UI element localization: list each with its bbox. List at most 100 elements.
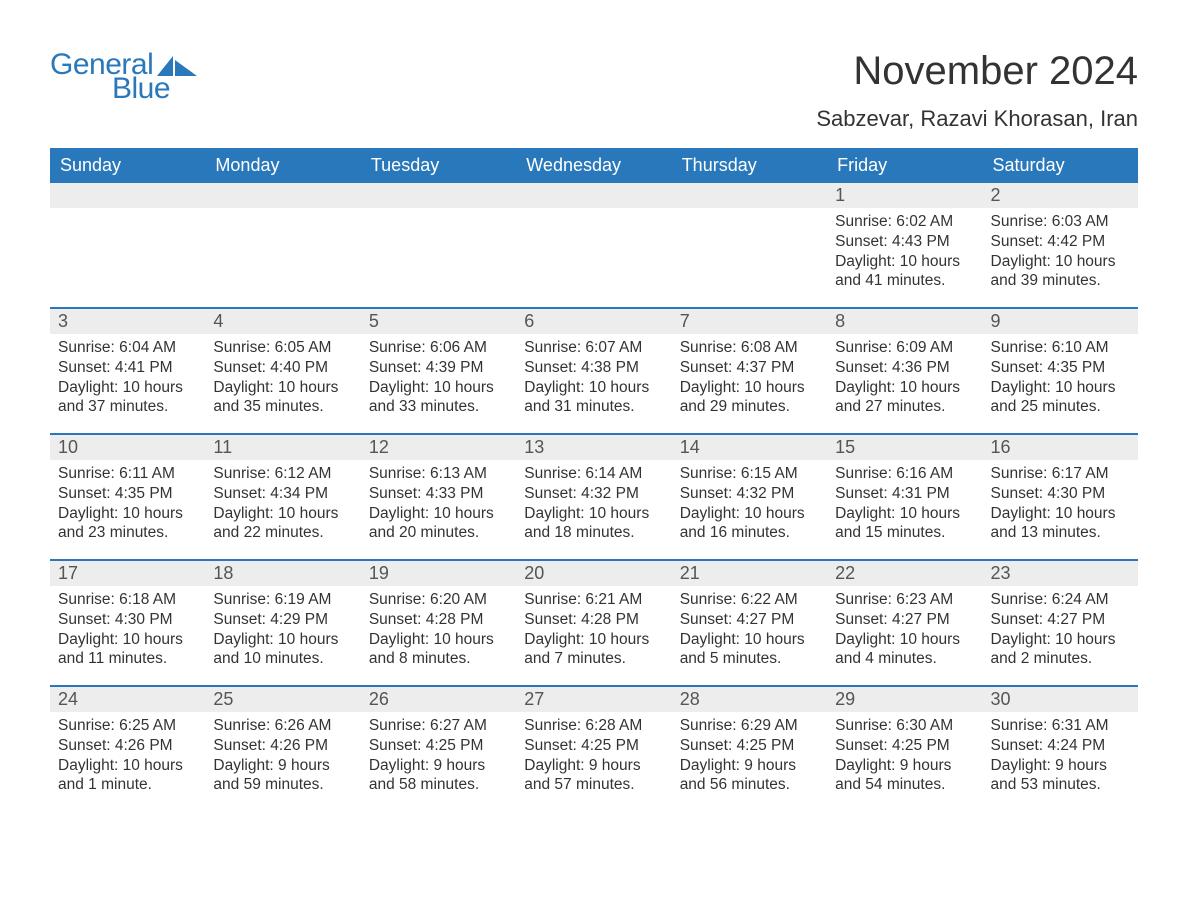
sunrise-text: Sunrise: 6:11 AM	[58, 464, 197, 484]
day-body: Sunrise: 6:14 AMSunset: 4:32 PMDaylight:…	[516, 460, 671, 549]
sunset-text: Sunset: 4:38 PM	[524, 358, 663, 378]
daylight2-text: and 11 minutes.	[58, 649, 197, 669]
calendar-day: 22Sunrise: 6:23 AMSunset: 4:27 PMDayligh…	[827, 561, 982, 685]
day-number: 21	[680, 563, 700, 583]
sunrise-text: Sunrise: 6:10 AM	[991, 338, 1130, 358]
calendar-header-row: Sunday Monday Tuesday Wednesday Thursday…	[50, 148, 1138, 183]
daylight2-text: and 58 minutes.	[369, 775, 508, 795]
sunrise-text: Sunrise: 6:21 AM	[524, 590, 663, 610]
daylight2-text: and 56 minutes.	[680, 775, 819, 795]
day-body: Sunrise: 6:16 AMSunset: 4:31 PMDaylight:…	[827, 460, 982, 549]
day-number-row: .	[672, 183, 827, 208]
day-number: 9	[991, 311, 1001, 331]
sunset-text: Sunset: 4:43 PM	[835, 232, 974, 252]
sunrise-text: Sunrise: 6:23 AM	[835, 590, 974, 610]
daylight1-text: Daylight: 10 hours	[835, 630, 974, 650]
calendar-week: 10Sunrise: 6:11 AMSunset: 4:35 PMDayligh…	[50, 433, 1138, 559]
day-body: Sunrise: 6:09 AMSunset: 4:36 PMDaylight:…	[827, 334, 982, 423]
day-number-row: 24	[50, 687, 205, 712]
calendar-day: 18Sunrise: 6:19 AMSunset: 4:29 PMDayligh…	[205, 561, 360, 685]
day-body: Sunrise: 6:12 AMSunset: 4:34 PMDaylight:…	[205, 460, 360, 549]
day-number-row: 2	[983, 183, 1138, 208]
daylight1-text: Daylight: 9 hours	[524, 756, 663, 776]
daylight1-text: Daylight: 10 hours	[369, 378, 508, 398]
daylight1-text: Daylight: 10 hours	[213, 378, 352, 398]
sunrise-text: Sunrise: 6:14 AM	[524, 464, 663, 484]
calendar-day: 15Sunrise: 6:16 AMSunset: 4:31 PMDayligh…	[827, 435, 982, 559]
day-number-row: 28	[672, 687, 827, 712]
daylight1-text: Daylight: 10 hours	[369, 504, 508, 524]
calendar-day: 26Sunrise: 6:27 AMSunset: 4:25 PMDayligh…	[361, 687, 516, 811]
day-number-row: 3	[50, 309, 205, 334]
daylight2-text: and 35 minutes.	[213, 397, 352, 417]
day-body: Sunrise: 6:30 AMSunset: 4:25 PMDaylight:…	[827, 712, 982, 801]
daylight2-text: and 22 minutes.	[213, 523, 352, 543]
day-number: 10	[58, 437, 78, 457]
calendar: Sunday Monday Tuesday Wednesday Thursday…	[50, 148, 1138, 811]
day-body: Sunrise: 6:13 AMSunset: 4:33 PMDaylight:…	[361, 460, 516, 549]
day-body: Sunrise: 6:18 AMSunset: 4:30 PMDaylight:…	[50, 586, 205, 675]
calendar-day: 10Sunrise: 6:11 AMSunset: 4:35 PMDayligh…	[50, 435, 205, 559]
daylight2-text: and 39 minutes.	[991, 271, 1130, 291]
daylight2-text: and 57 minutes.	[524, 775, 663, 795]
sunset-text: Sunset: 4:27 PM	[680, 610, 819, 630]
calendar-day: 16Sunrise: 6:17 AMSunset: 4:30 PMDayligh…	[983, 435, 1138, 559]
sunrise-text: Sunrise: 6:04 AM	[58, 338, 197, 358]
day-body	[50, 208, 205, 218]
daylight1-text: Daylight: 9 hours	[213, 756, 352, 776]
daylight2-text: and 29 minutes.	[680, 397, 819, 417]
calendar-day: 24Sunrise: 6:25 AMSunset: 4:26 PMDayligh…	[50, 687, 205, 811]
day-body	[361, 208, 516, 218]
daylight2-text: and 13 minutes.	[991, 523, 1130, 543]
day-number-row: 15	[827, 435, 982, 460]
weekday-header: Sunday	[50, 148, 205, 183]
day-body: Sunrise: 6:29 AMSunset: 4:25 PMDaylight:…	[672, 712, 827, 801]
daylight1-text: Daylight: 10 hours	[58, 378, 197, 398]
sunset-text: Sunset: 4:24 PM	[991, 736, 1130, 756]
day-number-row: 1	[827, 183, 982, 208]
day-number: 12	[369, 437, 389, 457]
day-number-row: 4	[205, 309, 360, 334]
day-body: Sunrise: 6:23 AMSunset: 4:27 PMDaylight:…	[827, 586, 982, 675]
daylight1-text: Daylight: 10 hours	[524, 378, 663, 398]
sunset-text: Sunset: 4:26 PM	[213, 736, 352, 756]
calendar-day: 1Sunrise: 6:02 AMSunset: 4:43 PMDaylight…	[827, 183, 982, 307]
day-body	[516, 208, 671, 218]
sunrise-text: Sunrise: 6:26 AM	[213, 716, 352, 736]
calendar-day: 28 Sunrise: 6:29 AMSunset: 4:25 PMDayligh…	[672, 687, 827, 811]
day-number-row: 14	[672, 435, 827, 460]
calendar-day: 3Sunrise: 6:04 AMSunset: 4:41 PMDaylight…	[50, 309, 205, 433]
sunrise-text: Sunrise: 6:19 AM	[213, 590, 352, 610]
day-number: 28	[680, 689, 700, 709]
sunrise-text: Sunrise: 6:05 AM	[213, 338, 352, 358]
daylight2-text: and 41 minutes.	[835, 271, 974, 291]
day-number: 7	[680, 311, 690, 331]
calendar-day: .	[50, 183, 205, 307]
day-number: 30	[991, 689, 1011, 709]
daylight2-text: and 53 minutes.	[991, 775, 1130, 795]
daylight2-text: and 27 minutes.	[835, 397, 974, 417]
weekday-header: Saturday	[983, 148, 1138, 183]
calendar-week: .....1Sunrise: 6:02 AMSunset: 4:43 PMDay…	[50, 183, 1138, 307]
day-number: 29	[835, 689, 855, 709]
daylight1-text: Daylight: 10 hours	[835, 252, 974, 272]
sunset-text: Sunset: 4:26 PM	[58, 736, 197, 756]
day-number: 13	[524, 437, 544, 457]
daylight1-text: Daylight: 10 hours	[680, 378, 819, 398]
brand-blue: Blue	[112, 74, 197, 104]
month-title: November 2024	[816, 50, 1138, 92]
day-body: Sunrise: 6:06 AMSunset: 4:39 PMDaylight:…	[361, 334, 516, 423]
sunrise-text: Sunrise: 6:15 AM	[680, 464, 819, 484]
sunrise-text: Sunrise: 6:29 AM	[680, 716, 819, 736]
sunrise-text: Sunrise: 6:08 AM	[680, 338, 819, 358]
day-number-row: 10	[50, 435, 205, 460]
sunset-text: Sunset: 4:31 PM	[835, 484, 974, 504]
day-number: 23	[991, 563, 1011, 583]
day-number: 16	[991, 437, 1011, 457]
sunset-text: Sunset: 4:36 PM	[835, 358, 974, 378]
sunset-text: Sunset: 4:25 PM	[369, 736, 508, 756]
day-body: Sunrise: 6:31 AMSunset: 4:24 PMDaylight:…	[983, 712, 1138, 801]
day-body: Sunrise: 6:10 AMSunset: 4:35 PMDaylight:…	[983, 334, 1138, 423]
day-number: 8	[835, 311, 845, 331]
calendar-day: .	[361, 183, 516, 307]
